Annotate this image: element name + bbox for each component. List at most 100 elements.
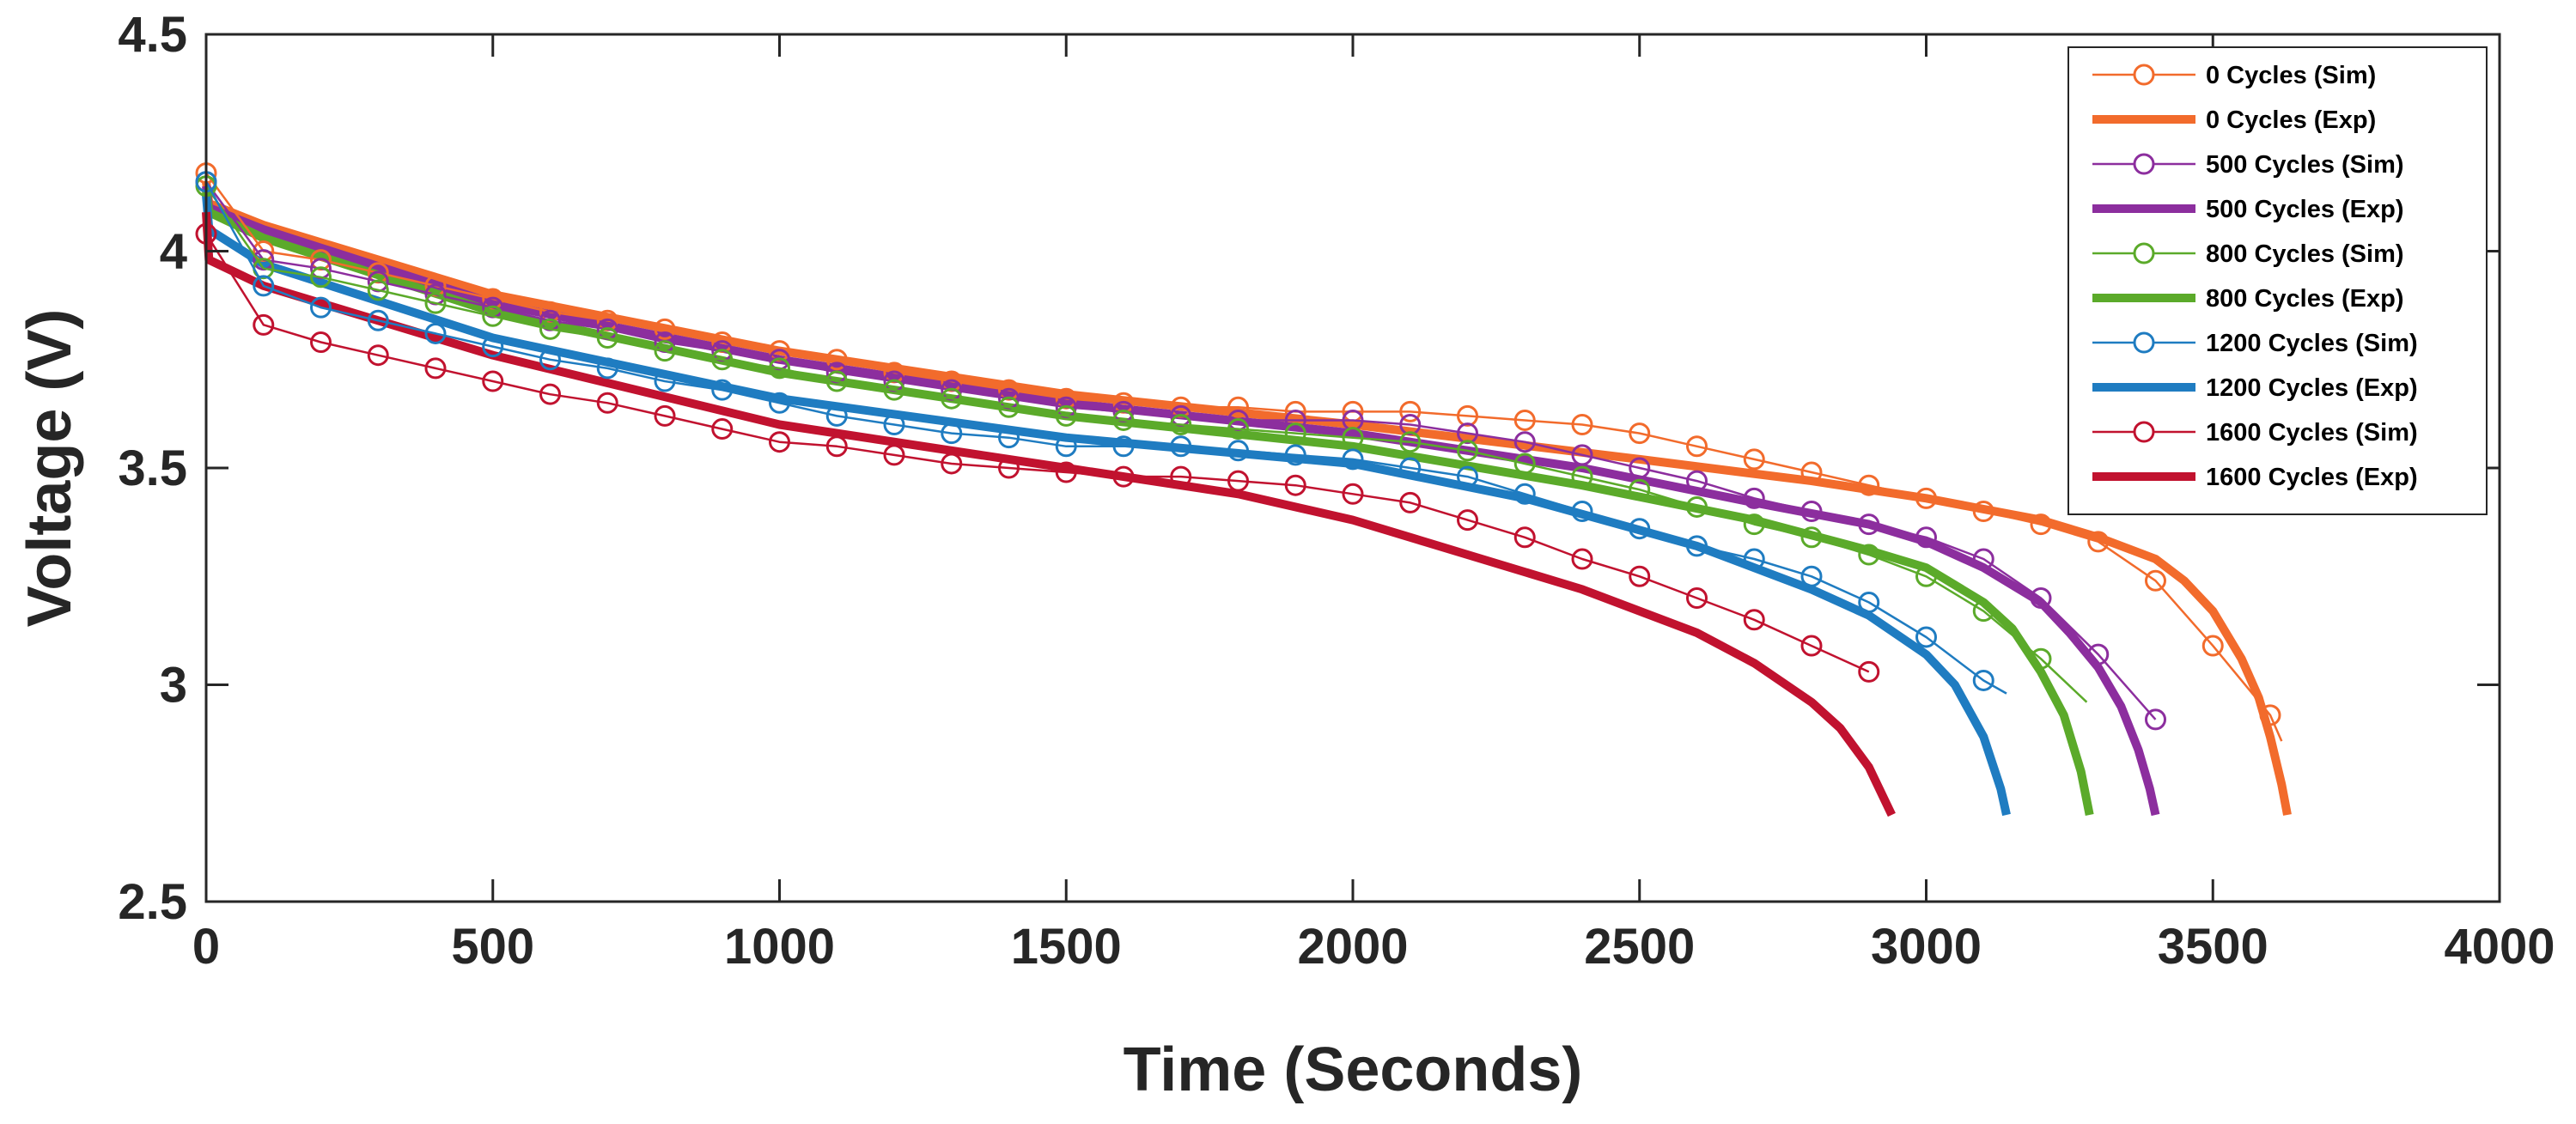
data-point bbox=[825, 435, 848, 458]
data-point bbox=[1629, 518, 1651, 540]
data-point bbox=[941, 387, 963, 410]
data-point bbox=[1284, 409, 1306, 431]
data-point bbox=[1571, 548, 1593, 570]
series-1600-cycles-sim bbox=[195, 222, 1880, 683]
data-point bbox=[2259, 704, 2281, 726]
legend-marker bbox=[2133, 242, 2155, 264]
legend: 0 Cycles (Sim) 0 Cycles (Exp) 500 Cycles (… bbox=[2067, 46, 2488, 515]
data-point bbox=[1686, 435, 1708, 458]
data-point bbox=[1800, 461, 1823, 483]
data-point bbox=[482, 305, 504, 327]
series-0-cycles-sim bbox=[195, 162, 2283, 742]
data-point bbox=[1513, 431, 1536, 453]
data-point bbox=[825, 404, 848, 427]
data-point bbox=[1629, 422, 1651, 445]
data-point bbox=[1342, 483, 1364, 505]
data-point bbox=[1170, 465, 1192, 488]
data-point bbox=[941, 422, 963, 445]
data-point bbox=[2087, 643, 2110, 665]
data-point bbox=[1972, 501, 1994, 522]
data-point bbox=[1686, 587, 1708, 609]
data-point bbox=[1915, 626, 1937, 648]
data-point bbox=[1342, 427, 1364, 449]
data-point bbox=[1743, 513, 1765, 536]
data-point bbox=[1800, 526, 1823, 549]
data-point bbox=[1743, 448, 1765, 471]
data-point bbox=[1629, 565, 1651, 587]
data-point bbox=[1284, 422, 1306, 445]
legend-label: 500 Cycles (Exp) bbox=[2206, 196, 2404, 223]
data-point bbox=[1399, 431, 1422, 453]
data-point bbox=[711, 418, 734, 440]
data-point bbox=[424, 292, 447, 314]
data-point bbox=[769, 431, 790, 453]
data-point bbox=[654, 340, 676, 362]
legend-label: 500 Cycles (Sim) bbox=[2206, 151, 2404, 179]
y-tick-label: 2.5 bbox=[118, 874, 187, 930]
data-point bbox=[310, 296, 332, 319]
series-800-cycles-sim bbox=[195, 175, 2088, 703]
data-point bbox=[424, 357, 447, 380]
data-point bbox=[1800, 501, 1823, 522]
series-line-1200-cycles-exp bbox=[202, 194, 2011, 817]
data-point bbox=[1858, 660, 1880, 683]
y-tick-label: 3.5 bbox=[118, 440, 187, 496]
data-point bbox=[367, 309, 389, 331]
data-point bbox=[1399, 400, 1422, 422]
legend-label: 800 Cycles (Sim) bbox=[2206, 240, 2404, 268]
data-point bbox=[310, 266, 332, 289]
series-line-800-cycles-sim bbox=[204, 185, 2088, 703]
legend-marker bbox=[2133, 153, 2155, 175]
data-point bbox=[1743, 548, 1765, 570]
data-point bbox=[1342, 409, 1364, 431]
x-tick-label: 3000 bbox=[1871, 919, 1982, 975]
data-point bbox=[1170, 414, 1192, 435]
data-point bbox=[424, 322, 447, 344]
data-point bbox=[539, 383, 561, 405]
data-point bbox=[1858, 592, 1880, 614]
data-point bbox=[654, 404, 676, 427]
data-point bbox=[1342, 448, 1364, 471]
data-point bbox=[1513, 453, 1536, 475]
data-point bbox=[2087, 531, 2110, 553]
data-point bbox=[539, 349, 561, 371]
legend-label: 1600 Cycles (Exp) bbox=[2206, 464, 2418, 491]
data-point bbox=[1858, 513, 1880, 536]
x-tick-label: 2500 bbox=[1584, 919, 1695, 975]
data-point bbox=[1686, 535, 1708, 557]
series-800-cycles-exp bbox=[202, 190, 2094, 816]
data-point bbox=[1686, 495, 1708, 518]
data-point bbox=[1227, 470, 1249, 492]
data-point bbox=[1227, 440, 1249, 462]
data-point bbox=[482, 336, 504, 358]
legend-marker bbox=[2133, 64, 2155, 86]
data-point bbox=[1571, 444, 1593, 466]
data-point bbox=[1972, 669, 1994, 691]
data-point bbox=[941, 453, 963, 475]
data-point bbox=[1399, 414, 1422, 435]
legend-label: 1200 Cycles (Exp) bbox=[2206, 374, 2418, 402]
data-point bbox=[1743, 609, 1765, 631]
data-point bbox=[1513, 483, 1536, 505]
data-point bbox=[711, 379, 734, 401]
data-point bbox=[1800, 565, 1823, 587]
data-point bbox=[2030, 513, 2052, 536]
data-point bbox=[1457, 509, 1478, 532]
series-line-1200-cycles-sim bbox=[204, 181, 2007, 695]
data-point bbox=[1972, 600, 1994, 623]
data-point bbox=[1629, 457, 1651, 479]
data-point bbox=[2030, 647, 2052, 670]
data-point bbox=[1112, 435, 1135, 458]
x-tick-label: 3500 bbox=[2158, 919, 2268, 975]
legend-label: 1600 Cycles (Sim) bbox=[2206, 419, 2418, 447]
data-point bbox=[654, 318, 676, 340]
data-point bbox=[1915, 487, 1937, 509]
data-point bbox=[1686, 470, 1708, 492]
series-line-800-cycles-exp bbox=[202, 190, 2094, 816]
series-1200-cycles-exp bbox=[202, 194, 2011, 817]
data-point bbox=[1457, 404, 1478, 427]
data-point bbox=[998, 427, 1020, 449]
series-layer bbox=[195, 162, 2292, 817]
data-point bbox=[1399, 491, 1422, 513]
